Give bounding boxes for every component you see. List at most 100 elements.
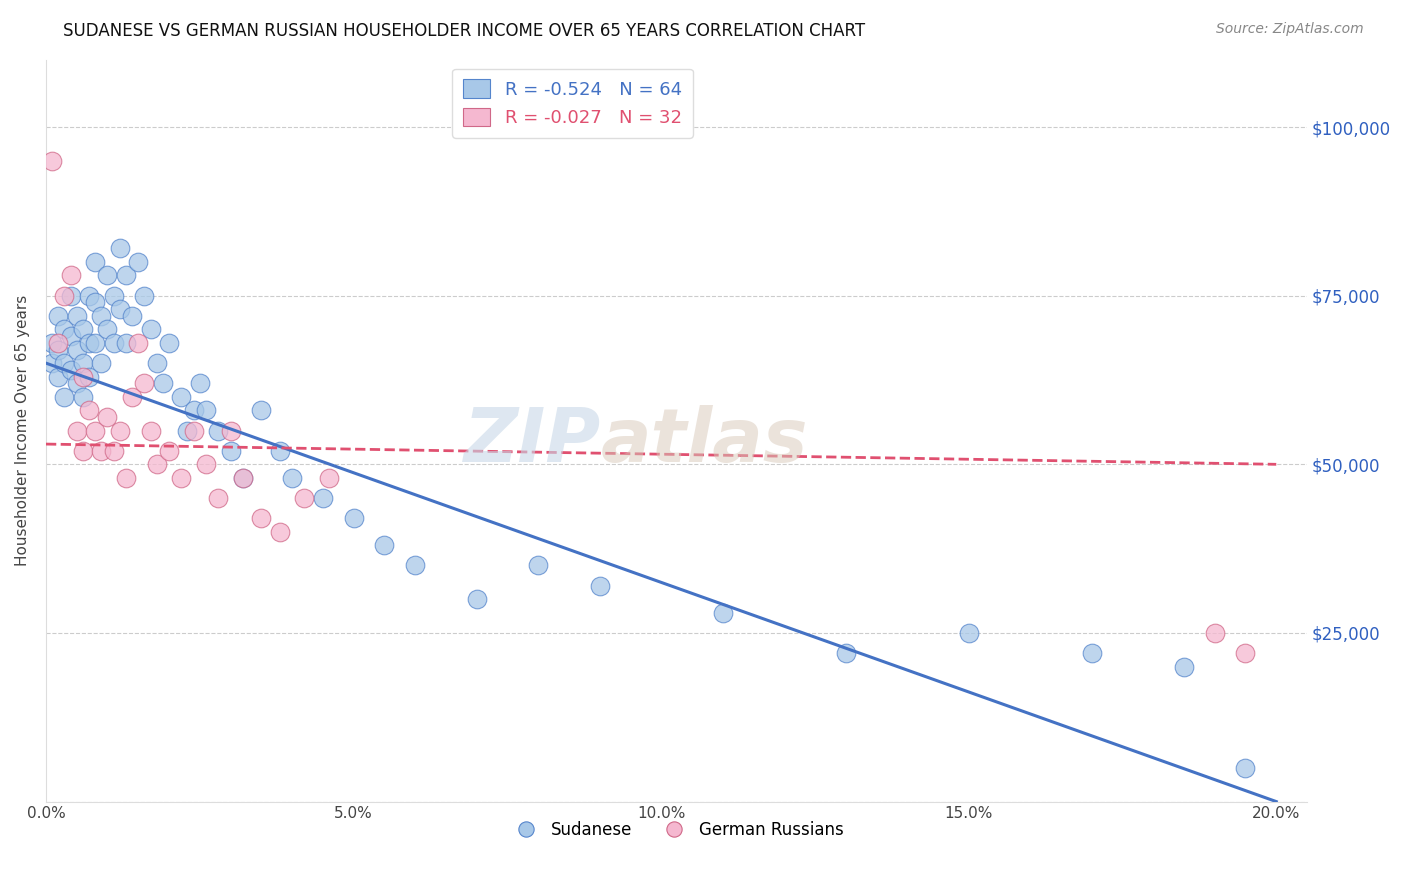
Point <box>72 390 94 404</box>
Point <box>66 309 89 323</box>
Point <box>108 242 131 256</box>
Point <box>127 335 149 350</box>
Point <box>77 288 100 302</box>
Point <box>96 268 118 283</box>
Point <box>53 390 76 404</box>
Point <box>183 403 205 417</box>
Point <box>170 471 193 485</box>
Point <box>139 424 162 438</box>
Point <box>1173 659 1195 673</box>
Point <box>1234 646 1257 660</box>
Point <box>53 288 76 302</box>
Point <box>269 443 291 458</box>
Point <box>170 390 193 404</box>
Point <box>84 424 107 438</box>
Text: atlas: atlas <box>600 405 808 478</box>
Point <box>834 646 856 660</box>
Point <box>84 295 107 310</box>
Point <box>90 309 112 323</box>
Point <box>183 424 205 438</box>
Point <box>103 335 125 350</box>
Point <box>77 335 100 350</box>
Point <box>207 424 229 438</box>
Point <box>292 491 315 505</box>
Point <box>312 491 335 505</box>
Text: ZIP: ZIP <box>464 405 600 478</box>
Point <box>957 626 980 640</box>
Point <box>207 491 229 505</box>
Point <box>373 538 395 552</box>
Point <box>139 322 162 336</box>
Point <box>90 356 112 370</box>
Point <box>77 369 100 384</box>
Point <box>41 335 63 350</box>
Point <box>404 558 426 573</box>
Point <box>250 403 273 417</box>
Point <box>219 443 242 458</box>
Point <box>194 403 217 417</box>
Point <box>281 471 304 485</box>
Point <box>46 369 69 384</box>
Point <box>121 390 143 404</box>
Point <box>711 606 734 620</box>
Point <box>46 335 69 350</box>
Point <box>108 302 131 317</box>
Text: Source: ZipAtlas.com: Source: ZipAtlas.com <box>1216 22 1364 37</box>
Point <box>465 592 488 607</box>
Point <box>59 363 82 377</box>
Point <box>134 376 156 391</box>
Point <box>46 309 69 323</box>
Point <box>115 471 138 485</box>
Point <box>127 255 149 269</box>
Point <box>157 335 180 350</box>
Point <box>232 471 254 485</box>
Point <box>84 335 107 350</box>
Point <box>121 309 143 323</box>
Point <box>90 443 112 458</box>
Point <box>53 322 76 336</box>
Point <box>232 471 254 485</box>
Point <box>77 403 100 417</box>
Point <box>1080 646 1102 660</box>
Point <box>59 268 82 283</box>
Point <box>157 443 180 458</box>
Point <box>59 329 82 343</box>
Point <box>250 511 273 525</box>
Point <box>194 458 217 472</box>
Point <box>72 443 94 458</box>
Point <box>66 424 89 438</box>
Point <box>66 343 89 357</box>
Point <box>103 288 125 302</box>
Point <box>115 335 138 350</box>
Legend: Sudanese, German Russians: Sudanese, German Russians <box>502 814 851 846</box>
Point <box>66 376 89 391</box>
Point <box>72 369 94 384</box>
Point <box>1234 761 1257 775</box>
Point <box>108 424 131 438</box>
Point <box>46 343 69 357</box>
Point <box>96 410 118 425</box>
Point <box>72 356 94 370</box>
Point <box>72 322 94 336</box>
Point <box>176 424 198 438</box>
Point <box>152 376 174 391</box>
Point <box>84 255 107 269</box>
Y-axis label: Householder Income Over 65 years: Householder Income Over 65 years <box>15 295 30 566</box>
Point <box>103 443 125 458</box>
Text: SUDANESE VS GERMAN RUSSIAN HOUSEHOLDER INCOME OVER 65 YEARS CORRELATION CHART: SUDANESE VS GERMAN RUSSIAN HOUSEHOLDER I… <box>63 22 866 40</box>
Point <box>527 558 550 573</box>
Point <box>188 376 211 391</box>
Point <box>145 356 167 370</box>
Point <box>588 579 610 593</box>
Point <box>59 288 82 302</box>
Point <box>318 471 340 485</box>
Point <box>145 458 167 472</box>
Point <box>41 356 63 370</box>
Point <box>53 356 76 370</box>
Point <box>342 511 364 525</box>
Point <box>41 153 63 168</box>
Point <box>1204 626 1226 640</box>
Point <box>115 268 138 283</box>
Point <box>134 288 156 302</box>
Point <box>219 424 242 438</box>
